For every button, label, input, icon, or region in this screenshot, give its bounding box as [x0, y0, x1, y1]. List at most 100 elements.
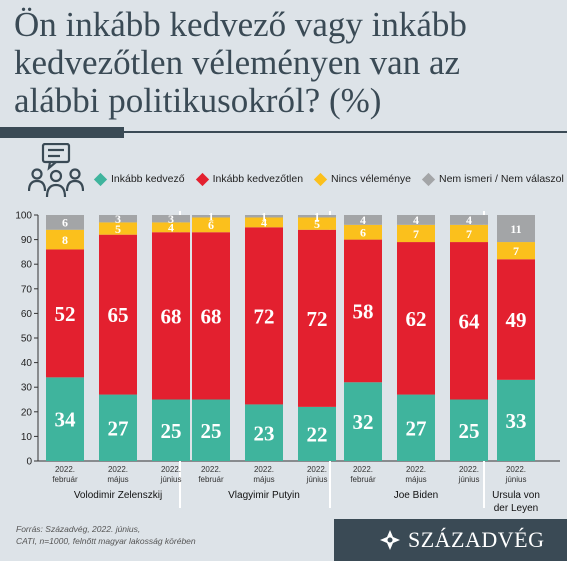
bar-segment	[450, 224, 488, 243]
data-label: 1	[261, 210, 267, 224]
x-tick-year: 2022.	[201, 465, 221, 474]
bar-segment	[397, 224, 435, 243]
bar-segment	[99, 215, 137, 223]
title-rule-thin	[124, 131, 567, 133]
group-label: Volodimir Zelenszkij	[74, 490, 162, 501]
legend-item-unfavourable: Inkább kedvezőtlen	[195, 172, 303, 186]
bar-segment	[497, 242, 535, 260]
x-tick-month: június	[505, 475, 527, 484]
bar-segment	[46, 377, 84, 461]
legend-swatch	[313, 172, 328, 186]
x-tick-year: 2022.	[353, 465, 373, 474]
y-tick-label: 20	[21, 407, 33, 418]
source-line-1: Forrás: Századvég, 2022. június,	[16, 524, 141, 534]
data-label: 6	[360, 226, 366, 240]
data-label: 27	[108, 416, 129, 440]
legend-label: Nem ismeri / Nem válaszol	[439, 173, 564, 185]
data-label: 32	[353, 410, 374, 434]
brand-name: SZÁZADVÉG	[408, 527, 545, 552]
y-tick-label: 40	[21, 358, 33, 369]
data-label: 25	[201, 419, 222, 443]
data-label: 25	[459, 419, 480, 443]
bar-segment	[192, 217, 230, 233]
x-tick-month: február	[52, 475, 78, 484]
data-label: 4	[413, 213, 419, 227]
data-label: 5	[314, 217, 320, 231]
data-label: 6	[208, 218, 214, 232]
data-label: 64	[459, 309, 481, 333]
data-label: 25	[161, 419, 182, 443]
data-label: 5	[115, 222, 121, 236]
bar-segment	[99, 234, 137, 395]
legend-swatch	[195, 172, 209, 186]
x-tick-year: 2022.	[459, 465, 479, 474]
data-label: 7	[466, 227, 472, 241]
x-tick-month: június	[160, 475, 182, 484]
legend-label: Nincs véleménye	[331, 173, 411, 185]
survey-people-icon	[28, 143, 84, 198]
data-label: 58	[353, 300, 374, 324]
data-label: 72	[307, 307, 328, 331]
bar-segment	[397, 215, 435, 225]
legend: Inkább kedvező Inkább kedvezőtlen Nincs …	[93, 172, 567, 186]
bar-segment	[192, 399, 230, 461]
bar-segment	[497, 379, 535, 461]
bar-segment	[344, 239, 382, 383]
group-label: Ursula von	[492, 490, 540, 501]
data-label: 3	[115, 212, 121, 226]
data-label: 11	[510, 222, 521, 236]
data-label: 8	[62, 233, 68, 247]
data-label: 1	[208, 210, 214, 224]
group-label: Vlagyimir Putyin	[228, 490, 300, 501]
x-tick-year: 2022.	[254, 465, 274, 474]
legend-label: Inkább kedvező	[111, 173, 185, 185]
x-tick-month: június	[458, 475, 480, 484]
bar-segment	[450, 242, 488, 400]
y-tick-label: 30	[21, 383, 33, 394]
source-line-2: CATI, n=1000, felnőtt magyar lakosság kö…	[16, 536, 196, 546]
data-label: 4	[168, 221, 174, 235]
legend-item-favourable: Inkább kedvező	[93, 172, 185, 186]
legend-swatch	[93, 172, 108, 186]
x-tick-year: 2022.	[161, 465, 181, 474]
y-tick-label: 70	[21, 284, 33, 295]
bar-segment	[152, 399, 190, 461]
bar-segment	[397, 394, 435, 461]
bar-segment	[46, 215, 84, 230]
data-label: 22	[307, 423, 328, 447]
y-tick-label: 60	[21, 309, 33, 320]
bar-segment	[245, 404, 283, 461]
bar-segment	[298, 215, 336, 218]
bar-segment	[497, 215, 535, 243]
bar-segment	[497, 259, 535, 380]
legend-item-unknown: Nem ismeri / Nem válaszol	[421, 172, 564, 186]
bar-segment	[344, 215, 382, 225]
bar-segment	[192, 215, 230, 218]
x-tick-month: február	[350, 475, 376, 484]
data-label: 72	[254, 304, 275, 328]
x-tick-year: 2022.	[55, 465, 75, 474]
data-label: 3	[168, 212, 174, 226]
legend-item-no-opinion: Nincs véleménye	[313, 172, 411, 186]
y-tick-label: 80	[21, 260, 33, 271]
group-label: der Leyen	[494, 503, 538, 514]
data-label: 68	[161, 304, 182, 328]
bar-segment	[245, 227, 283, 405]
data-label: 4	[261, 216, 267, 230]
data-label: 65	[108, 303, 129, 327]
x-tick-month: június	[306, 475, 328, 484]
data-label: 62	[406, 307, 427, 331]
y-tick-label: 0	[26, 457, 32, 468]
bar-segment	[152, 222, 190, 233]
data-label: 7	[513, 244, 519, 258]
y-tick-label: 10	[21, 432, 33, 443]
data-label: 49	[506, 308, 527, 332]
bar-segment	[245, 215, 283, 218]
data-label: 34	[55, 408, 77, 432]
y-tick-label: 90	[21, 235, 33, 246]
group-label: Joe Biden	[394, 490, 438, 501]
bar-segment	[152, 232, 190, 400]
x-tick-year: 2022.	[108, 465, 128, 474]
bar-segment	[450, 215, 488, 225]
data-label: 33	[506, 409, 527, 433]
